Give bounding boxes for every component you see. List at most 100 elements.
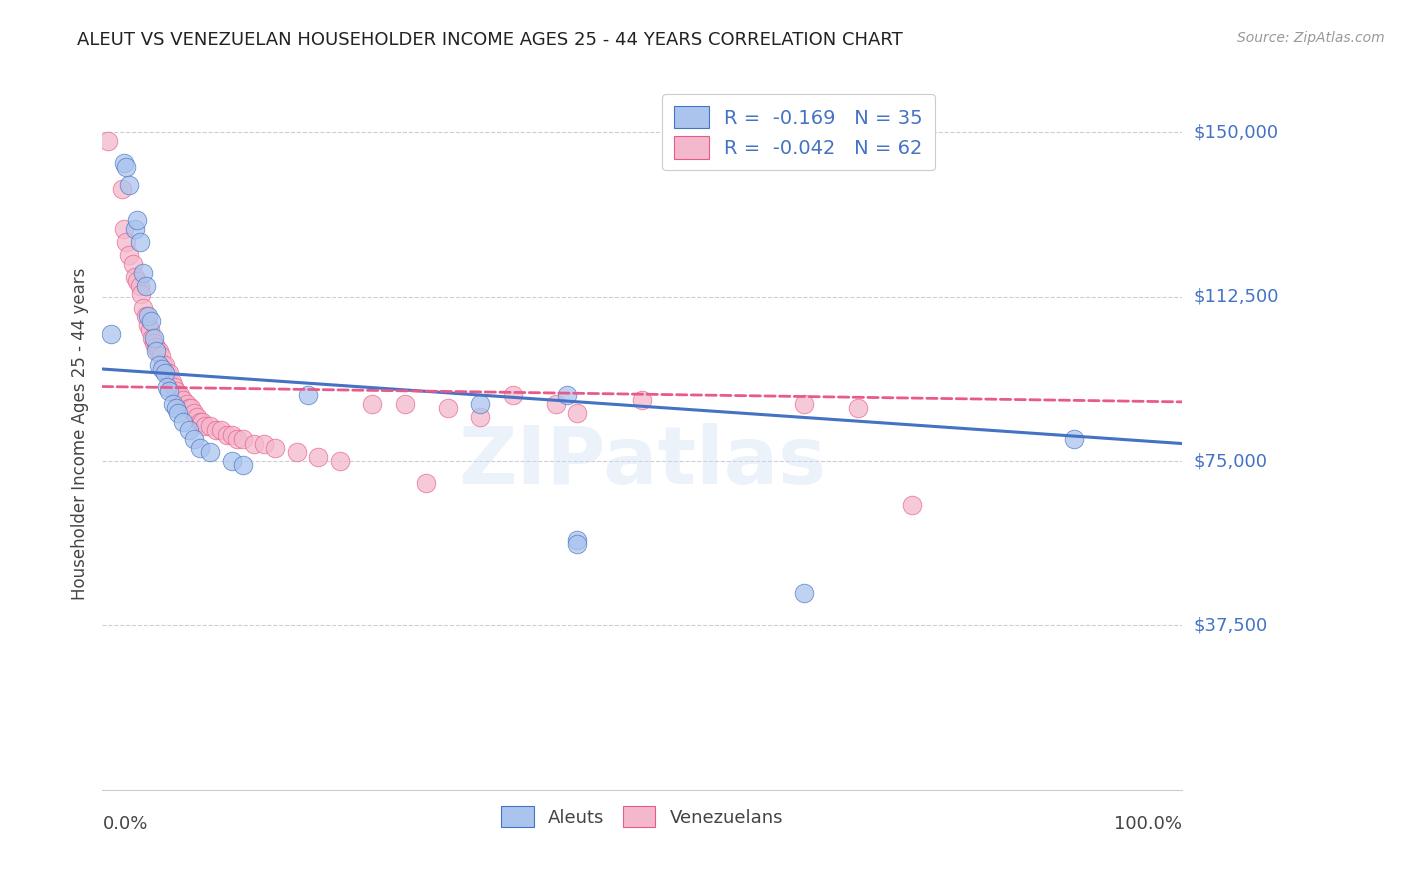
Text: $37,500: $37,500 <box>1194 616 1267 634</box>
Point <box>180 401 202 416</box>
Point <box>176 397 198 411</box>
Point <box>204 423 226 437</box>
Point <box>112 221 135 235</box>
Point <box>221 454 243 468</box>
Point <box>415 475 437 490</box>
Text: 0.0%: 0.0% <box>103 815 148 833</box>
Point <box>307 450 329 464</box>
Point <box>470 397 492 411</box>
Point <box>143 335 166 350</box>
Point <box>118 248 141 262</box>
Point <box>567 537 589 551</box>
Point <box>115 161 138 175</box>
Point <box>631 392 654 407</box>
Point <box>97 134 120 148</box>
Point <box>145 340 167 354</box>
Point <box>135 278 157 293</box>
Point <box>177 423 200 437</box>
Point <box>121 257 143 271</box>
Point <box>793 397 815 411</box>
Point <box>139 314 162 328</box>
Point <box>129 278 152 293</box>
Point <box>188 441 211 455</box>
Text: $112,500: $112,500 <box>1194 287 1278 306</box>
Point <box>172 392 194 407</box>
Point <box>567 533 589 547</box>
Point <box>136 318 159 333</box>
Point <box>150 362 173 376</box>
Y-axis label: Householder Income Ages 25 - 44 years: Householder Income Ages 25 - 44 years <box>72 268 89 599</box>
Point <box>846 401 869 416</box>
Point <box>242 436 264 450</box>
Point <box>177 401 200 416</box>
Point <box>188 415 211 429</box>
Point <box>253 436 276 450</box>
Point <box>157 384 180 398</box>
Point <box>125 274 148 288</box>
Point <box>124 269 146 284</box>
Point <box>115 235 138 249</box>
Point <box>148 344 170 359</box>
Point <box>162 397 184 411</box>
Point <box>194 419 217 434</box>
Point <box>160 375 183 389</box>
Point <box>793 585 815 599</box>
Point <box>183 432 205 446</box>
Point <box>152 358 174 372</box>
Point <box>183 406 205 420</box>
Point <box>135 310 157 324</box>
Point <box>156 379 179 393</box>
Point <box>163 379 186 393</box>
Point <box>264 441 287 455</box>
Point <box>361 397 384 411</box>
Point <box>141 331 163 345</box>
Point <box>186 410 208 425</box>
Legend: Aleuts, Venezuelans: Aleuts, Venezuelans <box>494 799 790 834</box>
Point <box>215 427 238 442</box>
Point <box>470 410 492 425</box>
Point <box>209 423 232 437</box>
Point <box>190 415 212 429</box>
Point <box>156 367 179 381</box>
Point <box>167 406 190 420</box>
Point <box>1063 432 1085 446</box>
Point <box>285 445 308 459</box>
Point <box>200 445 222 459</box>
Text: Source: ZipAtlas.com: Source: ZipAtlas.com <box>1237 31 1385 45</box>
Point <box>149 349 172 363</box>
Point <box>132 301 155 315</box>
Point <box>167 388 190 402</box>
Point <box>118 178 141 192</box>
Point <box>165 384 187 398</box>
Point <box>226 432 249 446</box>
Point <box>555 388 578 402</box>
Point <box>901 498 924 512</box>
Point <box>329 454 352 468</box>
Point <box>143 331 166 345</box>
Point <box>567 406 589 420</box>
Point <box>544 397 567 411</box>
Text: ALEUT VS VENEZUELAN HOUSEHOLDER INCOME AGES 25 - 44 YEARS CORRELATION CHART: ALEUT VS VENEZUELAN HOUSEHOLDER INCOME A… <box>77 31 903 49</box>
Point <box>112 156 135 170</box>
Point <box>148 358 170 372</box>
Point <box>129 235 152 249</box>
Point <box>232 432 254 446</box>
Point <box>437 401 460 416</box>
Point <box>139 322 162 336</box>
Text: $75,000: $75,000 <box>1194 452 1267 470</box>
Point <box>111 182 134 196</box>
Point <box>297 388 319 402</box>
Text: 100.0%: 100.0% <box>1114 815 1182 833</box>
Text: ZIPatlas: ZIPatlas <box>458 423 827 501</box>
Point <box>100 326 122 341</box>
Point <box>125 213 148 227</box>
Point <box>172 415 194 429</box>
Point <box>153 367 176 381</box>
Point <box>145 344 167 359</box>
Point <box>221 427 243 442</box>
Point <box>169 388 191 402</box>
Text: $150,000: $150,000 <box>1194 123 1278 141</box>
Point <box>129 287 152 301</box>
Point <box>502 388 524 402</box>
Point <box>136 310 159 324</box>
